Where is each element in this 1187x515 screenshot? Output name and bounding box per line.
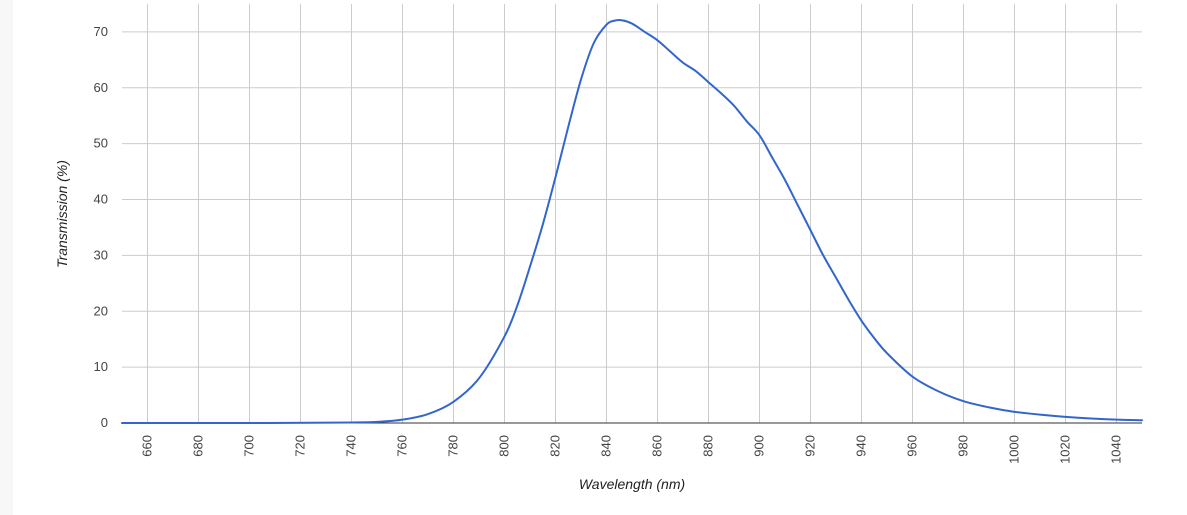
y-tick-label: 60 xyxy=(94,80,108,95)
x-tick-label: 820 xyxy=(548,435,563,457)
x-tick-label: 1040 xyxy=(1109,435,1124,464)
x-tick-label: 760 xyxy=(395,435,410,457)
x-tick-label: 800 xyxy=(497,435,512,457)
x-tick-label: 920 xyxy=(803,435,818,457)
transmission-chart: 660 680 700 720 740 760 780 800 820 840 860 880 900 9… xyxy=(54,4,1143,492)
transmission-series-line xyxy=(121,18,1143,425)
x-tick-label: 720 xyxy=(293,435,308,457)
y-tick-label: 40 xyxy=(94,192,108,207)
x-tick-label: 1020 xyxy=(1058,435,1073,464)
x-tick-label: 940 xyxy=(854,435,869,457)
x-tick-label: 700 xyxy=(242,435,257,457)
tick-labels: 660 680 700 720 740 760 780 800 820 840 860 880 900 9… xyxy=(94,24,1124,464)
y-tick-label: 10 xyxy=(94,359,108,374)
y-axis-title: Transmission (%) xyxy=(54,160,70,268)
x-tick-label: 740 xyxy=(344,435,359,457)
x-tick-label: 880 xyxy=(701,435,716,457)
x-tick-label: 900 xyxy=(752,435,767,457)
x-tick-label: 680 xyxy=(191,435,206,457)
y-tick-label: 30 xyxy=(94,247,108,262)
x-axis-title: Wavelength (nm) xyxy=(579,476,685,492)
x-tick-label: 860 xyxy=(650,435,665,457)
x-tick-label: 960 xyxy=(905,435,920,457)
y-tick-label: 0 xyxy=(101,415,108,430)
y-tick-label: 50 xyxy=(94,136,108,151)
y-tick-label: 20 xyxy=(94,303,108,318)
x-tick-label: 660 xyxy=(140,435,155,457)
chart-card: 660 680 700 720 740 760 780 800 820 840 860 880 900 9… xyxy=(13,0,1187,515)
x-tick-label: 980 xyxy=(956,435,971,457)
x-tick-label: 1000 xyxy=(1007,435,1022,464)
y-tick-label: 70 xyxy=(94,24,108,39)
x-tick-label: 780 xyxy=(446,435,461,457)
series-layer xyxy=(121,18,1143,425)
x-tick-label: 840 xyxy=(599,435,614,457)
grid xyxy=(122,4,1142,423)
